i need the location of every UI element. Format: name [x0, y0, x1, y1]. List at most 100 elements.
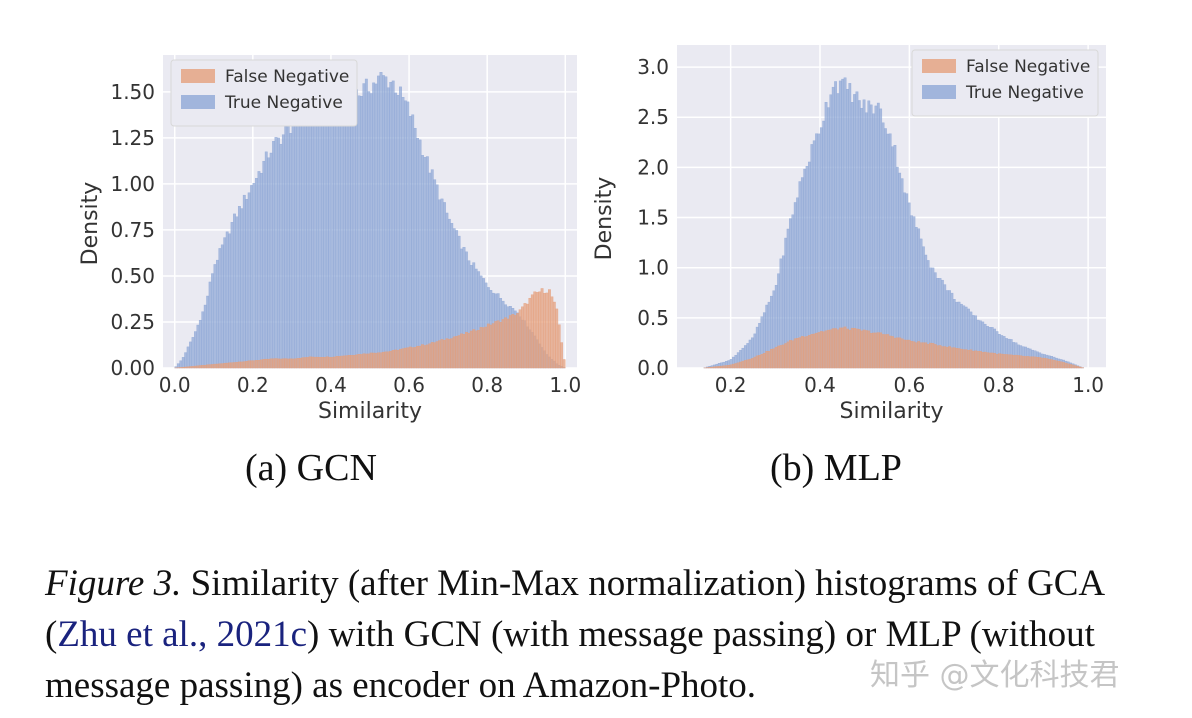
histogram-bar — [318, 357, 322, 369]
histogram-bar — [1064, 362, 1068, 369]
histogram-bar — [557, 324, 561, 369]
histogram-bar — [228, 233, 232, 369]
histogram-bar — [886, 133, 890, 369]
histogram-bar — [206, 364, 210, 369]
y-tick-label: 1.5 — [637, 206, 669, 230]
histogram-bar — [486, 323, 490, 369]
histogram-bar — [211, 364, 214, 369]
histogram-bar — [831, 328, 835, 369]
histogram-bar — [413, 347, 417, 369]
histogram-bar — [969, 349, 973, 369]
histogram-bar — [501, 319, 505, 369]
legend-label: False Negative — [225, 67, 349, 87]
histogram-bar — [941, 346, 944, 369]
histogram-bar — [277, 137, 280, 369]
histogram-bar — [743, 360, 747, 369]
histogram-bar — [208, 281, 212, 369]
caption-citation-link[interactable]: Zhu et al., 2021c — [57, 614, 308, 655]
histogram-bar — [433, 342, 437, 369]
histogram-bar — [467, 332, 471, 369]
y-tick-label: 0.00 — [110, 356, 155, 380]
histogram-bar — [289, 358, 293, 369]
histogram-bar — [313, 356, 317, 369]
histogram-bar — [777, 345, 780, 369]
histogram-bar — [252, 360, 256, 369]
histogram-bar — [274, 137, 278, 369]
histogram-bar — [903, 339, 906, 369]
histogram-bar — [235, 216, 239, 369]
histogram-bar — [211, 273, 214, 369]
histogram-bar — [425, 156, 429, 369]
histogram-bar — [318, 105, 322, 369]
histogram-bar — [345, 355, 349, 369]
histogram-bar — [306, 357, 310, 369]
histogram-bar — [213, 264, 217, 369]
histogram-bar — [384, 351, 388, 369]
histogram-bar — [364, 353, 368, 369]
histogram-bar — [345, 96, 349, 369]
histogram-bar — [523, 303, 527, 369]
histogram-bar — [369, 93, 373, 369]
histogram-bar — [289, 133, 293, 369]
x-tick-label: 0.4 — [315, 373, 347, 397]
histogram-bar — [379, 72, 383, 369]
histogram-bar — [862, 99, 866, 369]
histogram-bar — [945, 346, 949, 369]
histogram-bar — [360, 96, 363, 369]
histogram-bar — [394, 349, 398, 369]
histogram-bar — [865, 330, 868, 369]
histogram-bar — [791, 340, 795, 369]
histogram-bar — [734, 363, 738, 369]
histogram-bar — [189, 341, 193, 369]
histogram-bar — [720, 365, 724, 369]
histogram-bar — [860, 107, 864, 369]
subplot-0: 0.0 0.2 0.4 0.6 0.8 1.0 0.00 0.25 0.50 0.75 1.00 1.… — [78, 55, 581, 424]
histogram-bar — [347, 355, 351, 369]
histogram-bar — [995, 353, 999, 369]
histogram-bar — [330, 110, 334, 369]
x-tick-label: 1.0 — [1072, 373, 1104, 397]
histogram-bar — [848, 83, 852, 369]
histogram-bar — [786, 341, 790, 369]
histogram-bar — [462, 334, 466, 369]
histogram-bar — [374, 352, 378, 369]
histogram-bar — [827, 329, 830, 369]
histogram-bar — [1052, 359, 1056, 369]
histogram-bar — [986, 352, 989, 369]
histogram-bar — [399, 86, 402, 369]
histogram-bar — [547, 289, 551, 369]
histogram-bar — [855, 91, 859, 369]
histogram-bar — [203, 364, 207, 369]
histogram-bar — [247, 192, 251, 369]
histogram-bar — [841, 327, 845, 369]
histogram-bar — [781, 344, 785, 369]
histogram-bar — [308, 103, 312, 369]
histogram-bar — [257, 171, 261, 369]
histogram-bar — [279, 143, 283, 369]
histogram-bar — [203, 304, 207, 369]
histogram-bar — [296, 358, 300, 369]
histogram-bar — [755, 355, 759, 369]
histogram-bar — [223, 237, 227, 369]
histogram-bar — [1047, 358, 1051, 369]
histogram-bar — [924, 342, 928, 369]
histogram-bar — [976, 350, 980, 369]
histogram-bar — [876, 102, 880, 369]
histogram-bar — [316, 106, 319, 369]
histogram-bar — [423, 157, 427, 369]
histogram-bar — [770, 349, 773, 369]
histogram-bar — [857, 329, 861, 369]
legend-swatch — [181, 69, 215, 83]
histogram-bar — [250, 185, 254, 369]
histogram-bar — [869, 104, 873, 369]
histogram-bar — [774, 346, 778, 369]
histogram-bar — [513, 315, 517, 369]
histogram-bar — [450, 338, 454, 369]
histogram-bar — [1050, 359, 1053, 369]
histogram-bar — [262, 160, 266, 369]
histogram-bar — [983, 351, 987, 369]
histogram-bar — [259, 172, 263, 369]
x-tick-label: 0.0 — [159, 373, 191, 397]
histogram-bar — [993, 353, 997, 369]
